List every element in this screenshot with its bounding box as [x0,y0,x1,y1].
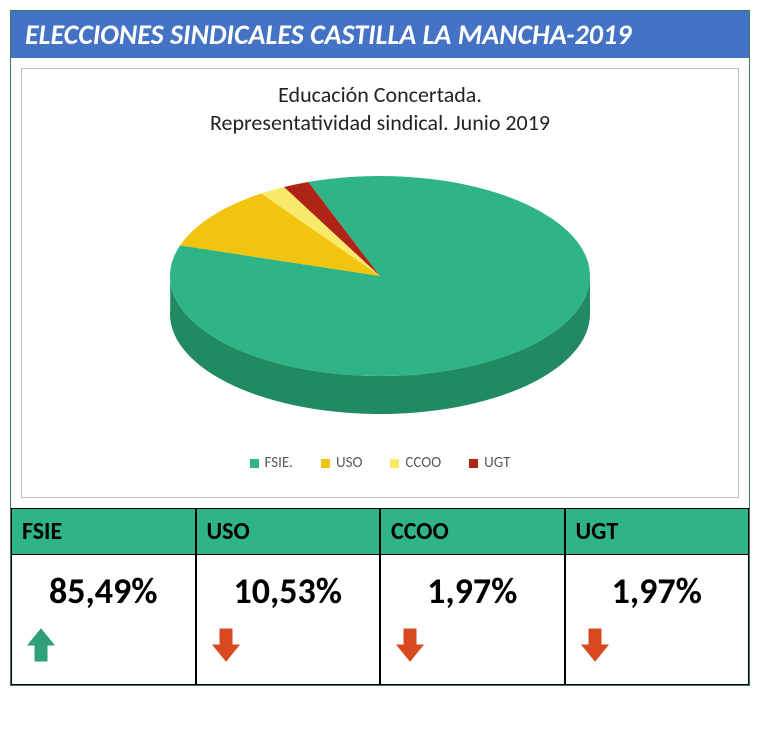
legend-item: CCOO [390,454,441,472]
table-header: FSIE [11,509,196,555]
legend-item: UGT [469,454,510,472]
legend: FSIE. USO CCOO UGT [22,454,738,472]
legend-swatch [321,459,330,468]
table-value: 85,49% [11,555,196,623]
pie-chart-box: Educación Concertada. Representatividad … [21,68,739,498]
trend-cell [11,623,196,685]
trend-cell [380,623,565,685]
trend-cell [565,623,750,685]
table-header: CCOO [380,509,565,555]
legend-item: USO [321,454,362,472]
legend-item: FSIE. [250,454,293,472]
page-title: ELECCIONES SINDICALES CASTILLA LA MANCHA… [11,11,749,58]
chart-title-line1: Educación Concertada. [278,81,482,108]
legend-label: CCOO [405,454,441,472]
legend-label: UGT [484,454,510,472]
pie-chart [22,146,738,436]
arrow-down-icon [395,628,425,674]
chart-title: Educación Concertada. Representatividad … [22,81,738,136]
legend-label: USO [336,454,362,472]
trend-cell [196,623,381,685]
results-table: FSIEUSOCCOOUGT85,49%10,53%1,97%1,97% [11,508,749,685]
table-value: 10,53% [196,555,381,623]
legend-label: FSIE. [265,454,293,472]
arrow-up-icon [26,628,56,674]
arrow-down-icon [211,628,241,674]
legend-swatch [390,459,399,468]
arrow-down-icon [580,628,610,674]
table-value: 1,97% [380,555,565,623]
table-header: USO [196,509,381,555]
table-value: 1,97% [565,555,750,623]
table-header: UGT [565,509,750,555]
legend-swatch [250,459,259,468]
chart-title-line2: Representatividad sindical. Junio 2019 [210,109,550,136]
legend-swatch [469,459,478,468]
panel: ELECCIONES SINDICALES CASTILLA LA MANCHA… [10,10,750,686]
pie-svg [130,146,630,436]
